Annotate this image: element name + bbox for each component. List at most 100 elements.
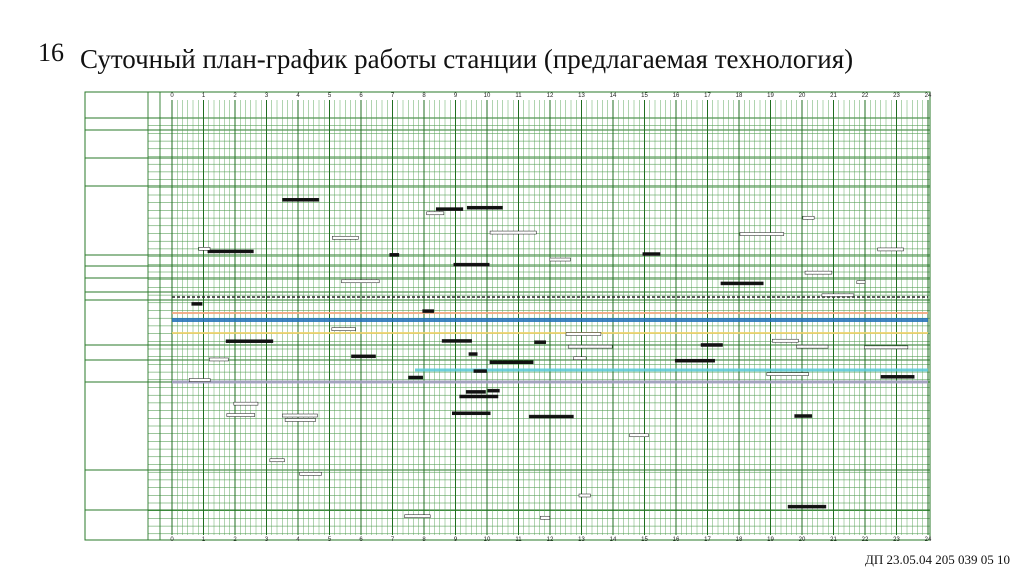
hour-label: 5: [328, 93, 332, 99]
schedule-block: [226, 413, 256, 417]
hour-label: 14: [610, 93, 617, 99]
hour-label: 15: [641, 537, 648, 543]
hour-label: 8: [422, 93, 426, 99]
schedule-block: [578, 493, 591, 498]
hour-label: 22: [862, 537, 869, 543]
schedule-block: [880, 375, 915, 379]
hour-label: 23: [893, 537, 900, 543]
slide-number: 16: [38, 38, 64, 67]
schedule-block: [233, 401, 259, 406]
hour-label: 1: [202, 93, 206, 99]
hour-label: 22: [862, 93, 869, 99]
hour-label: 16: [673, 93, 680, 99]
hour-label: 20: [799, 93, 806, 99]
schedule-block: [794, 414, 813, 418]
schedule-block: [796, 344, 829, 349]
schedule-block: [225, 339, 274, 343]
hour-label: 17: [704, 93, 711, 99]
schedule-block: [331, 327, 356, 331]
schedule-frame: [84, 91, 931, 541]
hour-label: 7: [391, 537, 395, 543]
schedule-block: [802, 215, 815, 220]
schedule-block: [528, 414, 574, 419]
schedule-block: [487, 388, 500, 393]
schedule-block: [426, 211, 445, 216]
schedule-block: [534, 340, 546, 344]
schedule-block: [404, 514, 431, 519]
schedule-block: [466, 205, 503, 210]
hour-label: 19: [767, 537, 774, 543]
schedule-block: [299, 472, 322, 476]
schedule-block: [739, 232, 785, 236]
schedule-block: [540, 515, 550, 520]
hour-label: 13: [578, 537, 585, 543]
hour-label: 4: [296, 537, 300, 543]
hour-label: 10: [484, 93, 491, 99]
schedule-block: [282, 198, 320, 202]
hour-label: 12: [547, 537, 554, 543]
schedule-block: [332, 235, 359, 240]
hour-label: 23: [893, 93, 900, 99]
schedule-block: [629, 433, 649, 438]
hour-label: 1: [202, 537, 206, 543]
schedule-block: [269, 458, 285, 463]
hour-label: 18: [736, 537, 743, 543]
schedule-block: [422, 309, 435, 313]
schedule-block: [473, 369, 487, 373]
slide-title: Суточный план-график работы станции (пре…: [80, 44, 854, 74]
hour-label: 16: [673, 537, 680, 543]
schedule-block: [804, 270, 833, 275]
hour-label: 15: [641, 93, 648, 99]
hour-label: 24: [925, 93, 932, 99]
hour-label: 6: [359, 93, 363, 99]
schedule-block: [207, 249, 254, 254]
schedule-block: [452, 411, 491, 416]
hour-label: 21: [830, 93, 837, 99]
schedule-block: [766, 372, 809, 376]
schedule-block: [453, 262, 490, 267]
hour-label: 12: [547, 93, 554, 99]
hour-label: 18: [736, 93, 743, 99]
schedule-block: [787, 504, 827, 509]
schedule-block: [642, 252, 661, 256]
hour-label: 7: [391, 93, 395, 99]
hour-label: 17: [704, 537, 711, 543]
schedule-block: [459, 394, 499, 399]
schedule-block: [351, 354, 376, 359]
hour-label: 3: [265, 93, 269, 99]
hour-label: 6: [359, 537, 363, 543]
schedule-block: [549, 257, 571, 262]
schedule-block: [198, 247, 211, 251]
schedule-block: [441, 339, 472, 343]
schedule-block: [408, 375, 423, 380]
schedule-block: [772, 338, 799, 343]
hour-label: 4: [296, 93, 300, 99]
schedule-block: [465, 390, 486, 394]
schedule-block: [720, 281, 764, 286]
schedule-block: [700, 343, 723, 347]
slide-footer: ДП 23.05.04 205 039 05 10: [864, 552, 1010, 567]
hour-label: 9: [454, 93, 458, 99]
schedule-block: [856, 280, 866, 284]
schedule-block: [435, 207, 464, 211]
hour-label: 8: [422, 537, 426, 543]
schedule-block: [341, 279, 380, 284]
hour-label: 21: [830, 537, 837, 543]
hour-label: 10: [484, 537, 491, 543]
schedule-block: [489, 230, 537, 235]
schedule-block: [284, 418, 316, 422]
hour-label: 0: [170, 537, 174, 543]
hour-label: 24: [925, 537, 932, 543]
schedule-block: [573, 356, 587, 360]
hour-label: 2: [233, 537, 237, 543]
schedule-block: [389, 253, 400, 257]
hour-label: 11: [515, 537, 522, 543]
hour-label: 3: [265, 537, 269, 543]
hour-label: 5: [328, 537, 332, 543]
schedule-block: [191, 302, 203, 306]
hour-label: 11: [515, 93, 522, 99]
schedule-block: [864, 345, 909, 350]
schedule-block: [282, 413, 318, 418]
